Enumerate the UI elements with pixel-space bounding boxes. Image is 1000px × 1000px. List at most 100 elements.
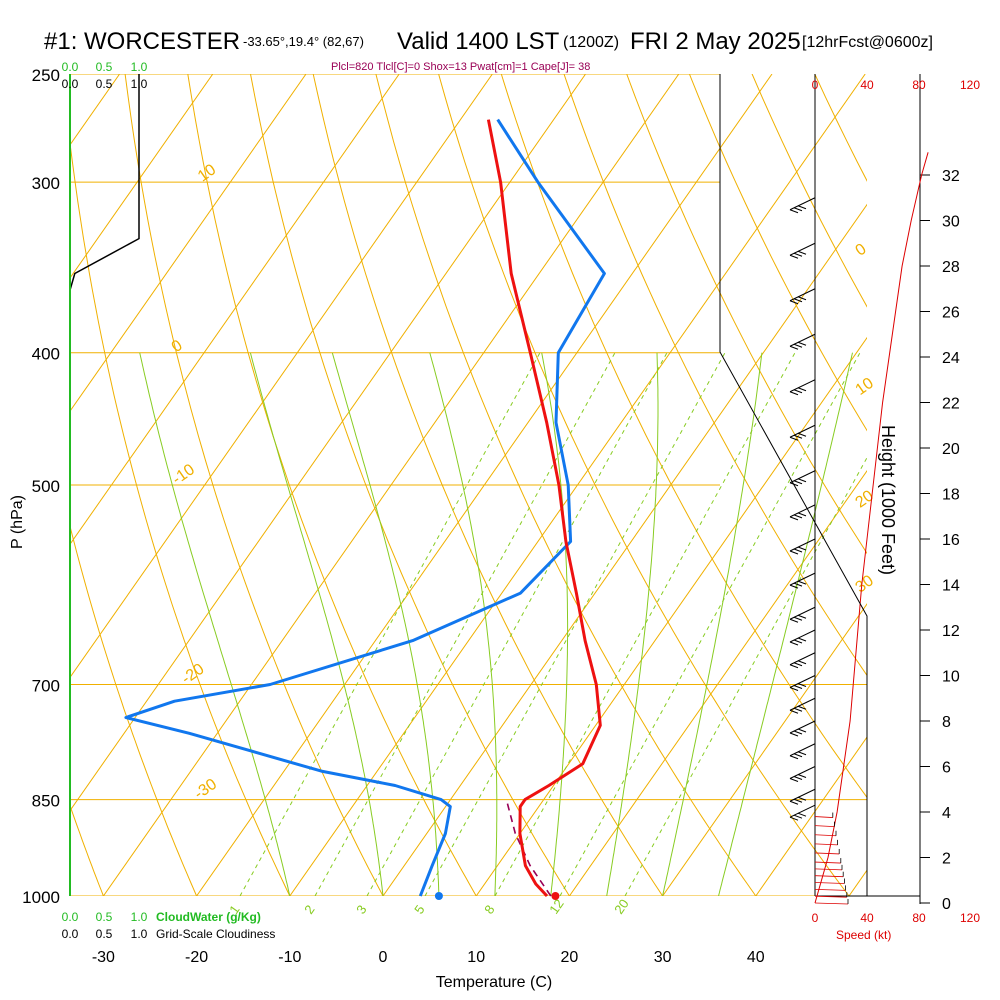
pressure-tick-label: 300: [32, 174, 60, 193]
speed-tick-top: 120: [960, 78, 980, 92]
isotherm-line: [755, 736, 867, 896]
speed-tick-bottom: 40: [860, 911, 874, 925]
wind-barb: [789, 766, 816, 782]
temperature-tick-label: -30: [92, 949, 115, 966]
dry-adiabat-label: 30: [853, 572, 877, 596]
wind-barb: [789, 743, 816, 760]
isotherm-line: [70, 74, 400, 546]
wind-barb: [814, 878, 845, 884]
wind-barb: [789, 606, 816, 623]
height-tick-label: 14: [942, 578, 960, 595]
height-tick-label: 30: [942, 214, 960, 231]
wind-barb: [814, 821, 835, 828]
mixing-ratio-label: 20: [611, 896, 632, 916]
temperature-axis-label: Temperature (C): [436, 974, 552, 991]
wind-barb: [789, 197, 816, 214]
cloud-water-tick-bottom: 0.5: [96, 910, 113, 924]
isotherm-line: [0, 74, 26, 896]
mixing-ratio-label: 12: [546, 896, 567, 916]
height-tick-label: 20: [942, 441, 960, 458]
dry-adiabat-line: [70, 524, 198, 896]
wind-barb: [814, 871, 844, 878]
wind-barb: [789, 697, 816, 714]
sounding-profiles: [69, 74, 606, 900]
wind-barb: [814, 848, 840, 855]
pressure-tick-label: 850: [32, 792, 60, 811]
wind-barb: [814, 839, 838, 846]
dewpoint-profile-line: [124, 118, 606, 897]
mixing-ratio-label: 5: [411, 902, 427, 917]
pressure-tick-label: 700: [32, 677, 60, 696]
dry-adiabat-line: [688, 74, 867, 432]
wind-barb: [789, 538, 816, 555]
height-tick-label: 24: [942, 350, 960, 367]
speed-tick-bottom: 120: [960, 911, 980, 925]
moist-adiabat-line: [718, 352, 853, 896]
wind-barb: [789, 652, 816, 669]
dry-adiabat-line: [990, 50, 1000, 925]
height-axis-label: Height (1000 Feet): [878, 425, 898, 575]
dry-adiabat-label: 20: [853, 487, 877, 511]
dry-adiabat-line: [249, 74, 570, 896]
dry-adiabat-line: [438, 74, 850, 896]
skewt-grid: [0, 50, 1000, 925]
wind-barb: [814, 892, 848, 898]
speed-tick-top: 80: [912, 78, 926, 92]
wind-barb: [814, 885, 846, 891]
dry-adiabat-line: [0, 50, 21, 925]
dry-adiabat-line: [928, 50, 1000, 925]
pressure-tick-label: 250: [32, 66, 60, 85]
cloudiness-label: Grid-Scale Cloudiness: [156, 927, 275, 941]
wind-barb: [814, 830, 837, 837]
wind-barb: [789, 788, 816, 805]
wind-barb: [789, 720, 816, 737]
dry-adiabat-line: [500, 74, 867, 799]
surface-temperature-dot: [551, 892, 560, 900]
temperature-tick-label: -10: [278, 949, 301, 966]
cloudiness-tick-bottom: 1.0: [131, 927, 148, 941]
cloudiness-tick-bottom: 0.5: [96, 927, 113, 941]
height-tick-label: 18: [942, 487, 960, 504]
forecast-date: FRI 2 May 2025: [630, 28, 801, 55]
speed-tick-bottom: 0: [812, 911, 819, 925]
isotherm-line: [382, 203, 867, 896]
cloud-water-tick-bottom: 0.0: [62, 910, 79, 924]
height-panel: 0246810121416182022242628303200404080801…: [789, 74, 980, 925]
wind-barb: [789, 288, 816, 305]
height-tick-label: 16: [942, 532, 960, 549]
cloud-water-tick-bottom: 1.0: [131, 910, 148, 924]
dry-adiabat-line: [312, 74, 664, 896]
surface-dewpoint-dot: [434, 892, 443, 900]
isotherm-line: [475, 336, 867, 896]
wind-barb: [789, 629, 816, 646]
moist-adiabat-line: [606, 352, 659, 896]
moist-adiabat-line: [249, 352, 384, 896]
stability-indices: Plcl=820 Tlcl[C]=0 Shox=13 Pwat[cm]=1 Ca…: [331, 61, 590, 73]
wind-speed-line: [814, 152, 929, 904]
dry-adiabat-label: -20: [179, 661, 208, 688]
wind-barb: [789, 379, 816, 396]
speed-tick-top: 0: [812, 78, 819, 92]
diagram-border: [719, 74, 868, 896]
height-tick-label: 32: [942, 168, 960, 185]
dry-adiabat-line: [563, 74, 867, 677]
dry-adiabat-line: [124, 74, 384, 896]
height-tick-label: 12: [942, 623, 960, 640]
dry-adiabat-label: -30: [191, 776, 220, 803]
mixing-ratio-line: [239, 352, 541, 896]
station-title: #1: WORCESTER: [44, 28, 240, 55]
pressure-tick-label: 1000: [22, 888, 60, 907]
isotherm-line: [70, 74, 587, 812]
mixing-ratio-line: [314, 352, 616, 896]
height-tick-label: 28: [942, 259, 960, 276]
height-tick-label: 8: [942, 714, 951, 731]
temperature-profile-line: [486, 119, 602, 898]
speed-axis-label: Speed (kt): [836, 928, 891, 942]
height-tick-label: 22: [942, 396, 960, 413]
moist-adiabat-line: [662, 352, 763, 896]
cloudiness-tick-top: 1.0: [131, 77, 148, 91]
moist-adiabat-line: [429, 352, 498, 896]
height-tick-label: 10: [942, 669, 960, 686]
